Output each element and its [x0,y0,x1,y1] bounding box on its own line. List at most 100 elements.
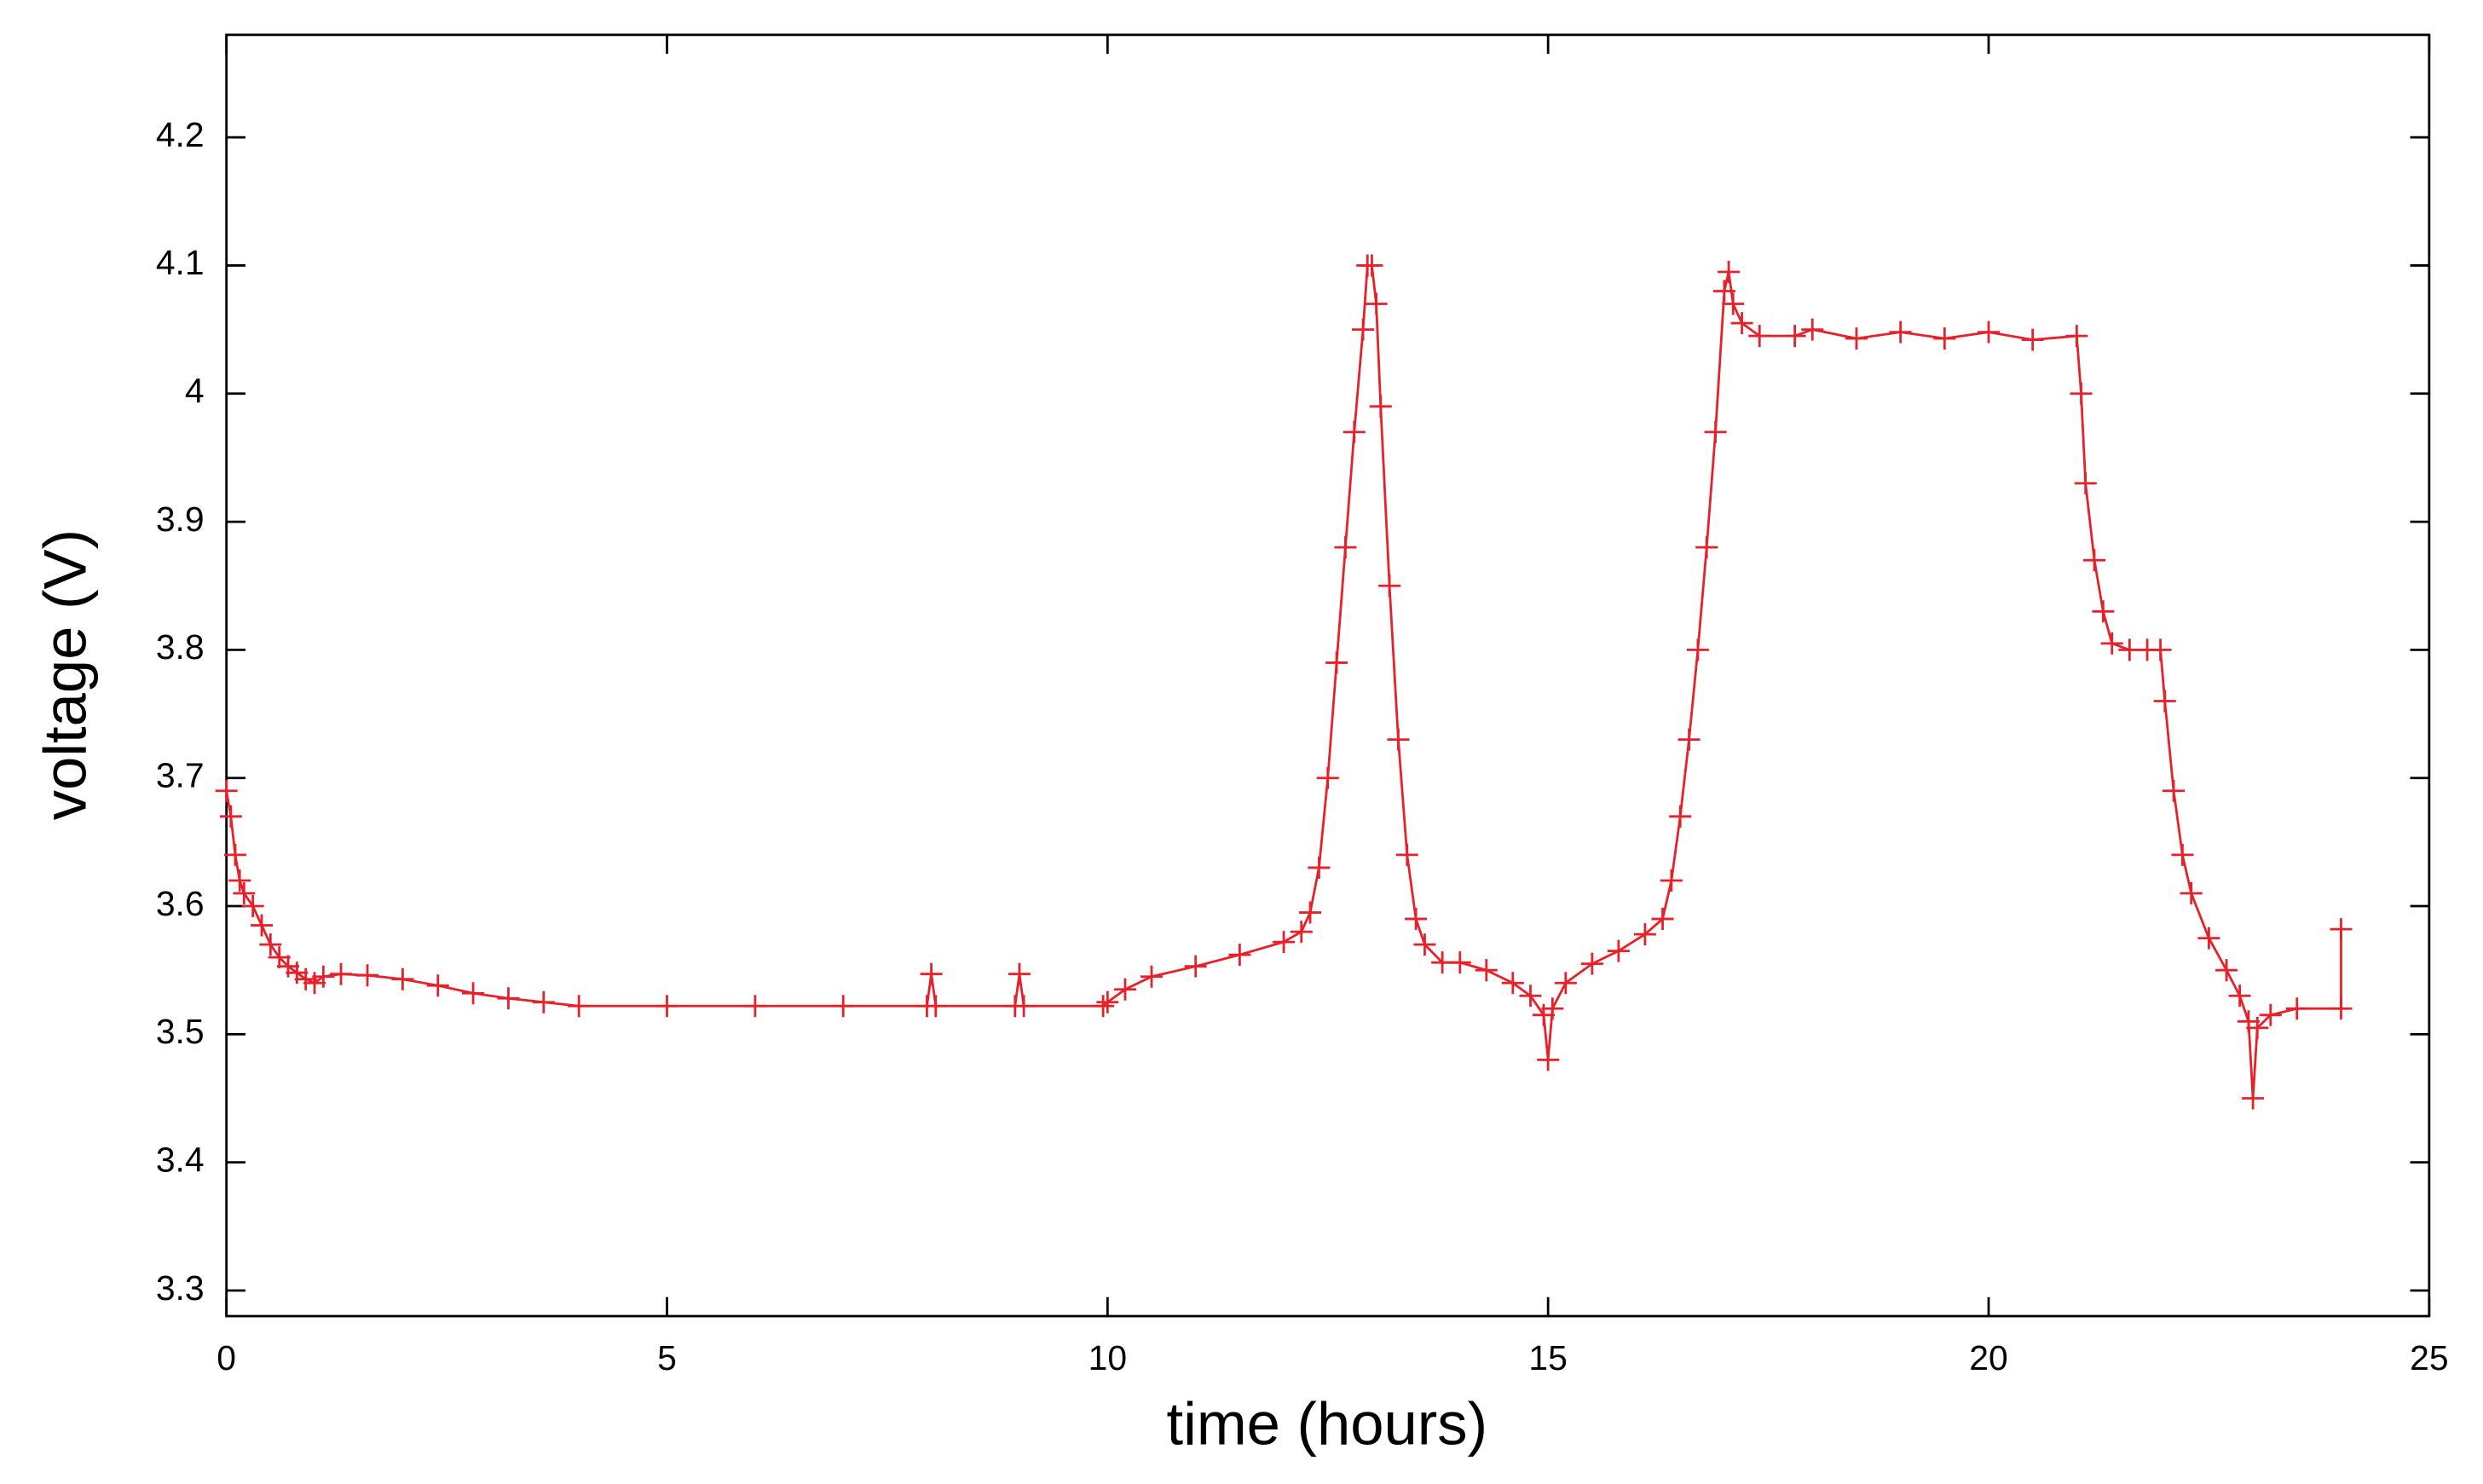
y-tick-label: 4.2 [156,115,205,154]
data-point [2228,985,2251,1008]
data-point [1695,536,1718,559]
data-line [225,264,2342,1099]
data-point [1845,327,1868,350]
data-point [2259,1003,2282,1026]
data-point [1730,312,1753,335]
data-point [1686,638,1709,661]
data-point [1660,869,1683,892]
data-point [832,995,855,1018]
data-point [743,995,766,1018]
data-point [1228,944,1251,967]
data-point [1704,420,1727,443]
data-point [1413,933,1436,956]
data-point [2197,927,2220,950]
data-point [223,843,247,866]
data-point [2330,997,2353,1020]
data-point [330,962,353,985]
data-point [1977,320,2001,344]
data-point [2285,997,2308,1020]
y-tick-label: 3.4 [156,1140,205,1179]
x-tick-label: 0 [217,1338,236,1377]
data-point [1316,766,1339,789]
data-point [1140,965,1164,988]
data-point [391,967,414,990]
x-tick-label: 10 [1088,1338,1127,1377]
data-point [1501,972,1524,995]
plot-frame [225,33,2431,1318]
data-point [1290,921,1313,944]
y-tick-label: 4.1 [156,243,205,282]
data-point [228,869,251,892]
data-point [924,995,947,1018]
data-point [268,946,291,969]
data-point [1889,320,1912,344]
data-point [568,995,591,1018]
data-point [426,974,449,997]
y-tick-label: 4 [185,372,205,411]
data-point [1541,997,1564,1020]
data-point [1537,1048,1560,1071]
data-point [1365,292,1388,315]
data-point [1722,292,1745,315]
x-tick-label: 25 [2410,1338,2448,1377]
data-point [233,881,256,905]
data-point [1395,843,1418,866]
data-point [2149,638,2172,661]
data-point [532,990,555,1013]
data-point [2180,881,2203,905]
data-point [259,933,282,956]
data-point [2083,549,2106,572]
data-point [1092,995,1115,1018]
data-point [2242,1087,2265,1110]
data-point [356,964,379,987]
y-tick-label: 3.5 [156,1012,205,1051]
data-point [1378,575,1401,598]
data-point [2100,632,2123,655]
data-point [219,805,242,828]
data-point [1519,985,1542,1008]
y-axis-label: voltage (V) [31,529,98,820]
data-point [1405,908,1428,931]
data-point [1184,955,1207,978]
x-tick-label: 20 [1969,1338,2007,1377]
x-axis-label: time (hours) [1167,1390,1488,1458]
data-point [1669,805,1692,828]
data-point [1008,962,1031,985]
y-tick-label: 3.7 [156,756,205,795]
data-point [1748,325,1771,348]
data-point [462,982,485,1005]
data-point [1801,318,1824,341]
data-point [1299,901,1322,924]
data-point [2153,690,2176,713]
data-point [2092,600,2115,623]
data-point [1114,978,1137,1001]
data-point [1334,536,1357,559]
data-point [1096,990,1119,1013]
data-point [294,967,317,990]
data-point [1712,280,1735,303]
data-point [655,995,678,1018]
data-point [2021,328,2044,351]
x-tick-label: 5 [657,1338,677,1377]
data-point [2171,843,2194,866]
data-point [1352,318,1375,341]
data-point [920,962,943,985]
y-tick-label: 3.9 [156,499,205,539]
y-tick-label: 3.6 [156,884,205,923]
data-point [1783,325,1806,348]
data-point [215,779,238,802]
data-point [1369,395,1392,418]
data-point [1933,327,1956,350]
y-tick-label: 3.8 [156,627,205,667]
data-point [497,987,520,1010]
data-point [241,895,264,918]
data-point [2065,325,2088,348]
data-point [1013,995,1036,1018]
data-point [1448,951,1471,974]
y-tick-label: 3.3 [156,1268,205,1308]
data-point [1633,923,1656,946]
data-point [1325,651,1348,674]
data-point [2074,471,2097,494]
